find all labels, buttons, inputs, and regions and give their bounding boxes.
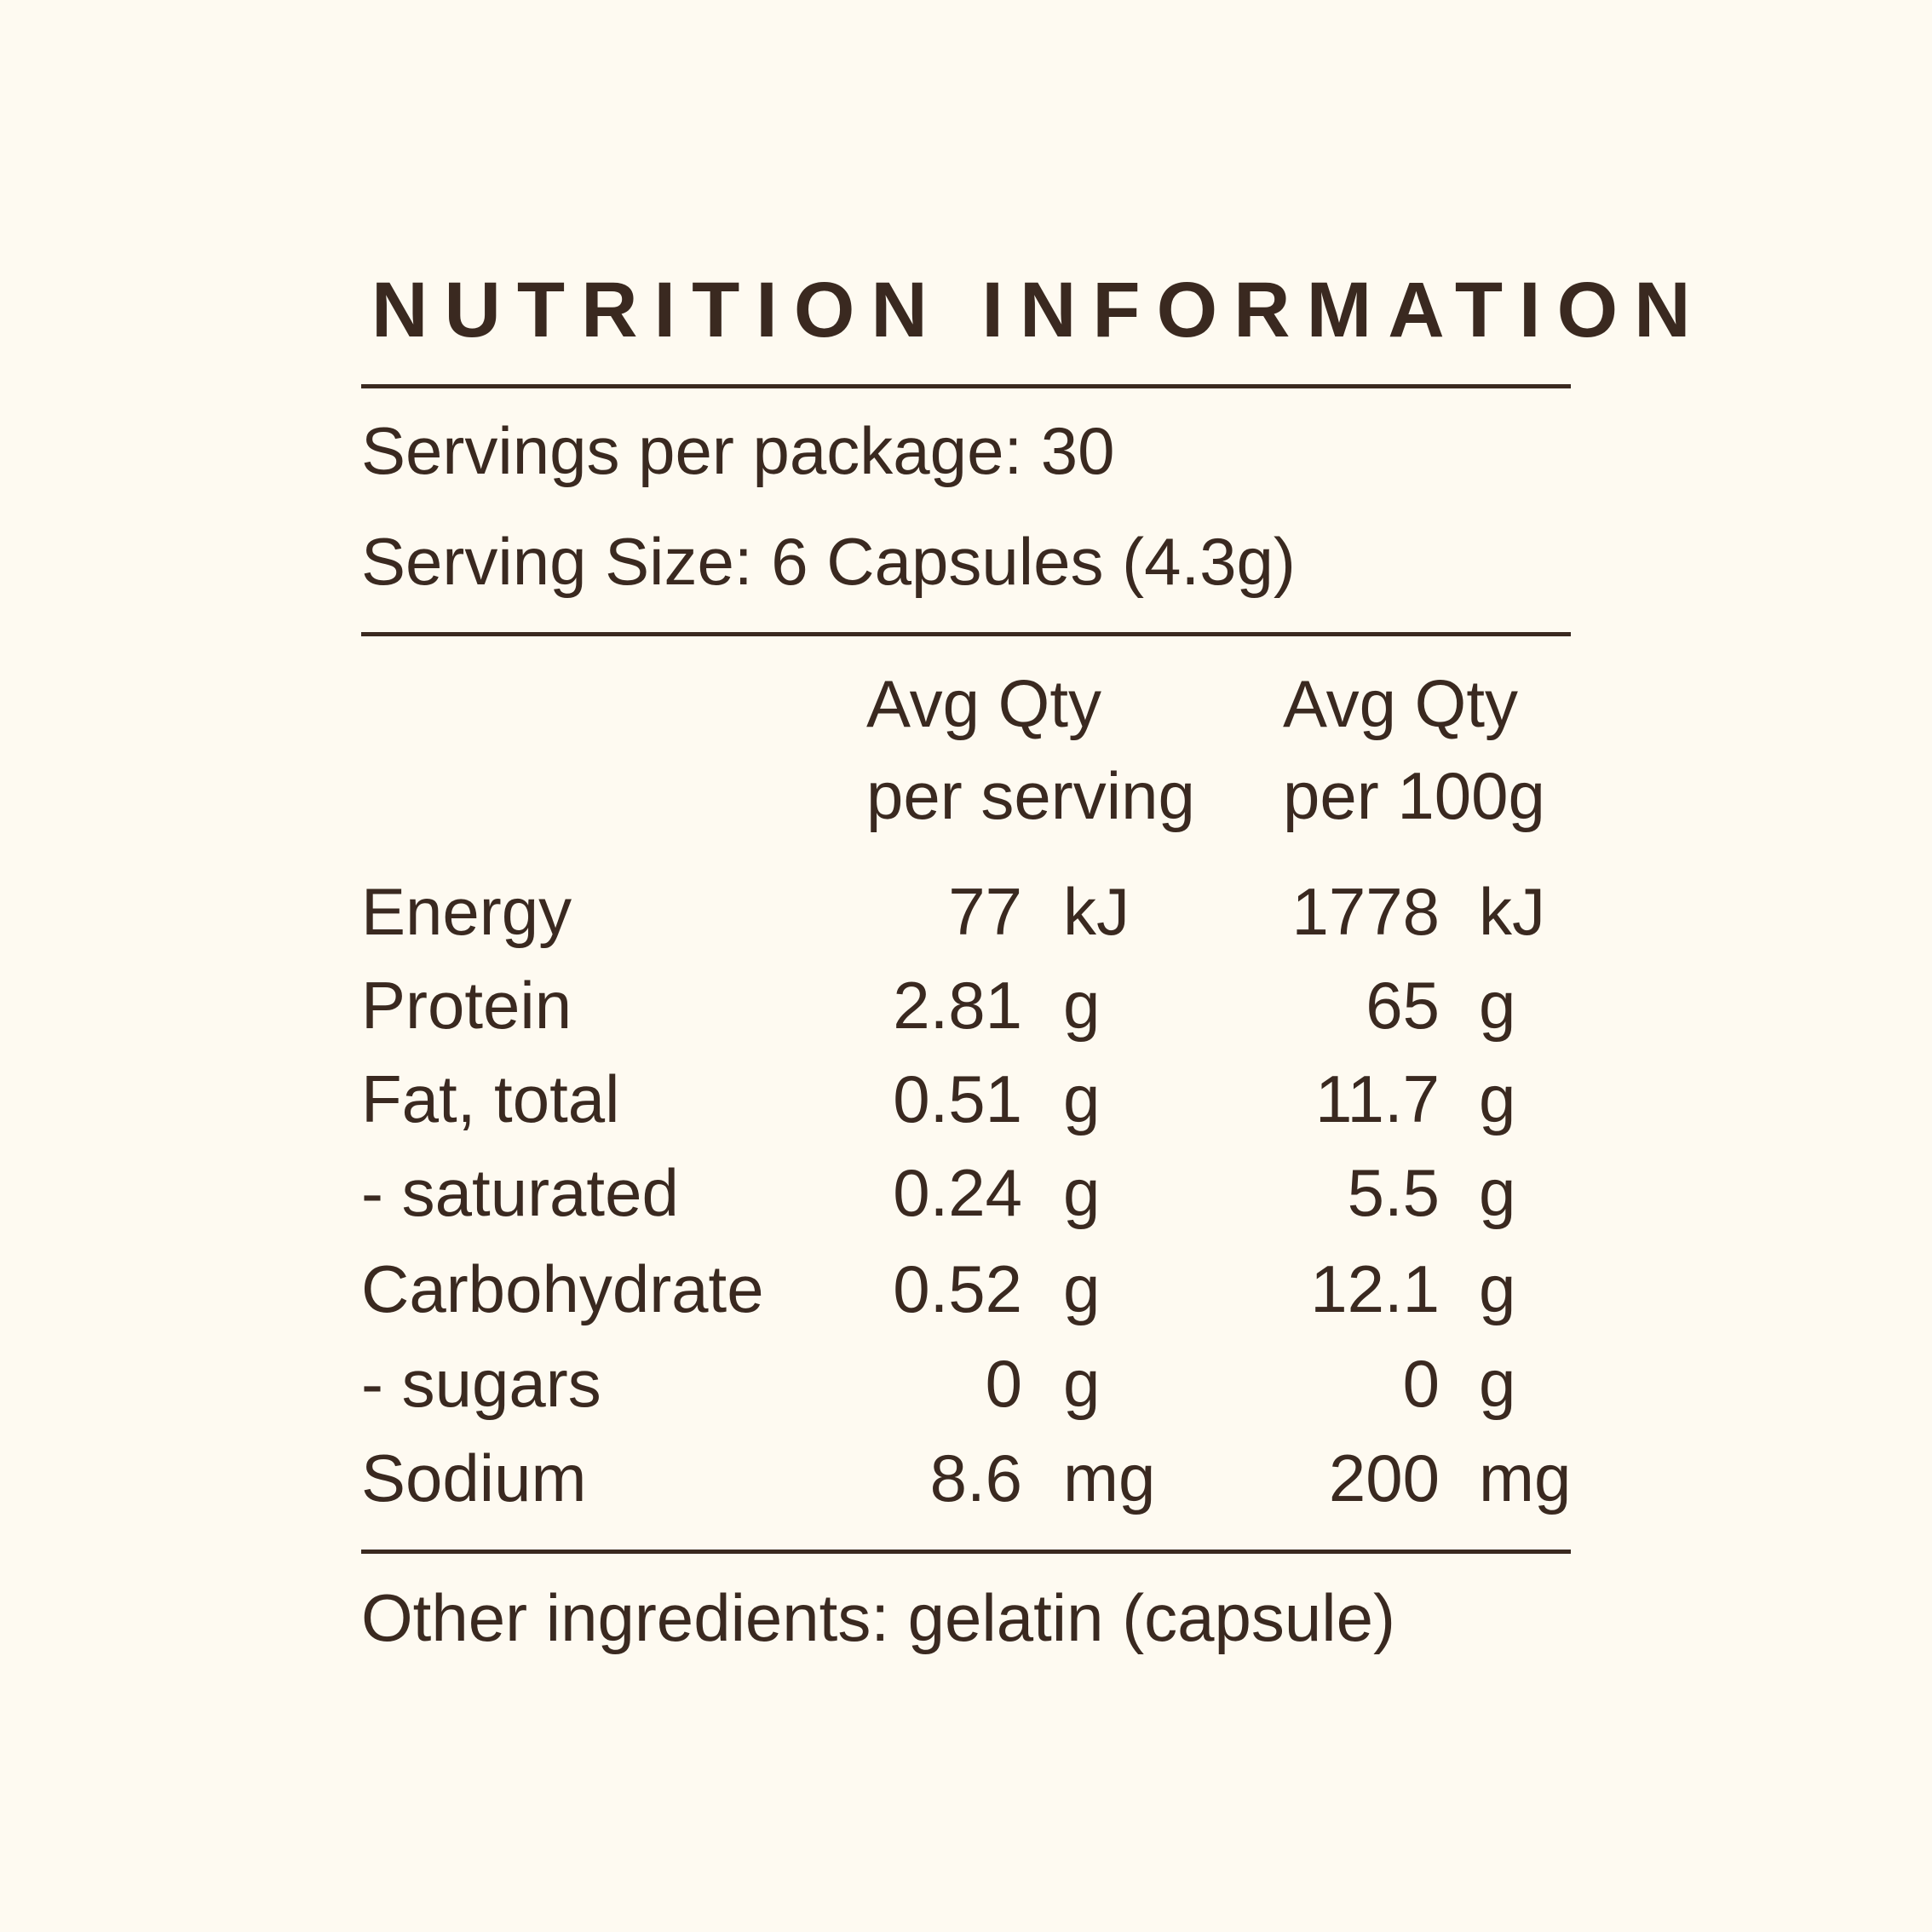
serving-size: Serving Size: 6 Capsules (4.3g) [361, 524, 1296, 599]
per-100g-value: 5.5 [1347, 1155, 1440, 1230]
per-serving-value: 77 [948, 874, 1022, 949]
per-100g-unit: mg [1479, 1440, 1572, 1515]
per-100g-value: 11.7 [1314, 1061, 1440, 1136]
col-header-100g-line2: per 100g [1283, 758, 1545, 833]
per-serving-value: 0.24 [893, 1155, 1022, 1230]
per-100g-value: 200 [1328, 1440, 1440, 1515]
col-header-serving-line1: Avg Qty [866, 666, 1102, 741]
per-100g-value: 65 [1366, 968, 1440, 1043]
col-header-100g-line1: Avg Qty [1283, 666, 1519, 741]
per-serving-unit: g [1063, 1346, 1101, 1421]
servings-per-package: Servings per package: 30 [361, 413, 1115, 488]
per-serving-unit: mg [1063, 1440, 1156, 1515]
per-serving-unit: g [1063, 1251, 1101, 1326]
divider-bottom [361, 1550, 1571, 1554]
nutrient-name: Protein [361, 968, 572, 1043]
panel-title: NUTRITION INFORMATION [371, 267, 1707, 354]
per-serving-unit: g [1063, 1155, 1101, 1230]
per-100g-value: 0 [1402, 1346, 1440, 1421]
per-100g-value: 1778 [1291, 874, 1440, 949]
per-serving-value: 0 [985, 1346, 1022, 1421]
divider-middle [361, 632, 1571, 636]
col-header-serving-line2: per serving [866, 758, 1195, 833]
per-serving-unit: g [1063, 968, 1101, 1043]
nutrient-name: Sodium [361, 1440, 587, 1515]
per-serving-value: 8.6 [929, 1440, 1022, 1515]
nutrient-name: Carbohydrate [361, 1251, 764, 1326]
nutrient-name: - saturated [361, 1155, 679, 1230]
per-100g-unit: kJ [1479, 874, 1545, 949]
nutrient-name: Energy [361, 874, 572, 949]
other-ingredients: Other ingredients: gelatin (capsule) [361, 1580, 1395, 1655]
per-100g-unit: g [1479, 968, 1516, 1043]
per-100g-unit: g [1479, 1155, 1516, 1230]
per-100g-unit: g [1479, 1346, 1516, 1421]
nutrient-name: - sugars [361, 1346, 601, 1421]
per-serving-value: 0.51 [893, 1061, 1022, 1136]
per-100g-unit: g [1479, 1251, 1516, 1326]
nutrient-name: Fat, total [361, 1061, 620, 1136]
divider-top [361, 384, 1571, 388]
per-serving-value: 0.52 [893, 1251, 1022, 1326]
per-serving-unit: kJ [1063, 874, 1130, 949]
per-100g-unit: g [1479, 1061, 1516, 1136]
per-serving-value: 2.81 [893, 968, 1022, 1043]
per-serving-unit: g [1063, 1061, 1101, 1136]
per-100g-value: 12.1 [1310, 1251, 1440, 1326]
